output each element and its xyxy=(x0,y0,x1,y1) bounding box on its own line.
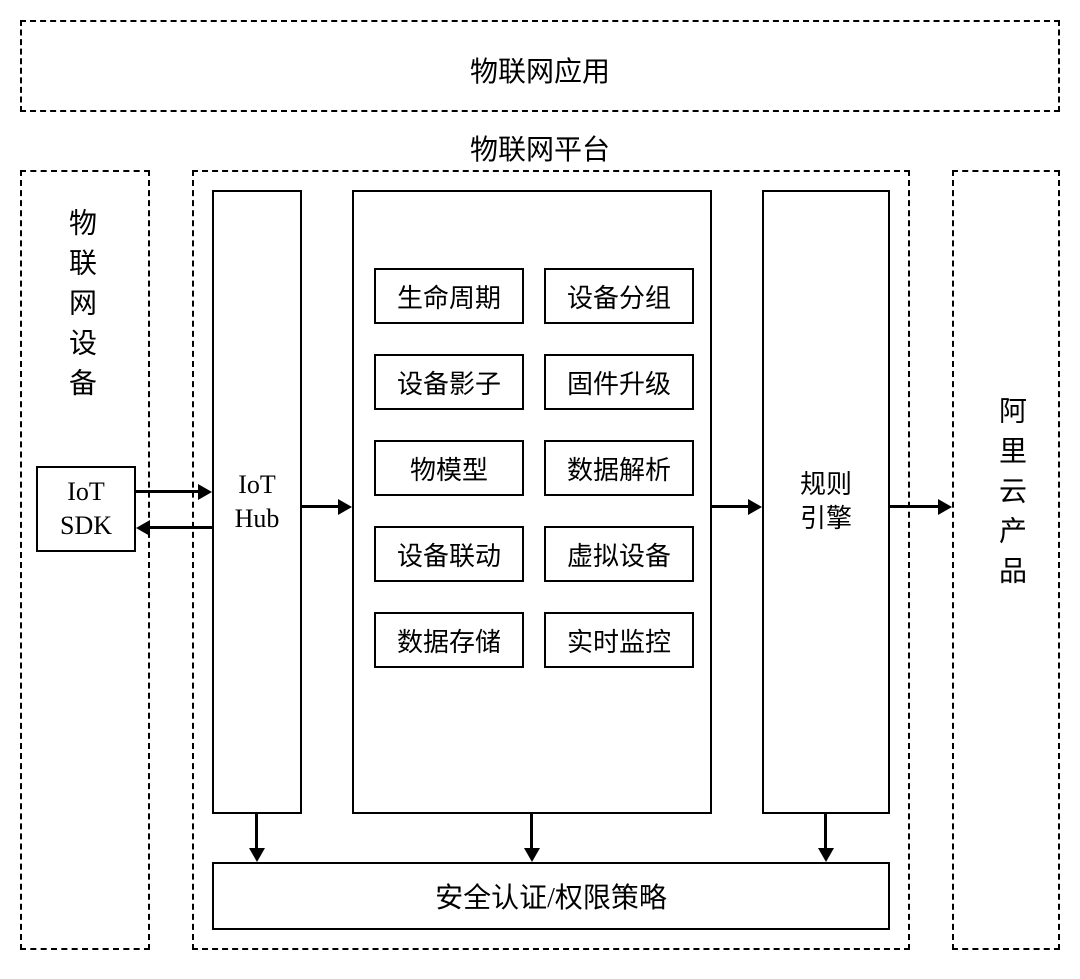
arrow-sdk-to-hub xyxy=(136,490,198,493)
arrow-sdk-to-hub-head xyxy=(198,484,212,500)
iot-hub-box: IoT Hub xyxy=(212,190,302,814)
arrow-hub-to-features xyxy=(302,505,338,508)
feature-cell: 固件升级 xyxy=(544,354,694,410)
rules-engine-box: 规则 引擎 xyxy=(762,190,890,814)
arrow-rules-to-aliyun-head xyxy=(938,499,952,515)
iot-sdk-line1: IoT xyxy=(67,475,105,509)
arrow-rules-to-aliyun xyxy=(890,505,938,508)
feature-cell: 实时监控 xyxy=(544,612,694,668)
feature-cell: 数据解析 xyxy=(544,440,694,496)
arrow-hub-down xyxy=(255,814,258,848)
rules-engine-line2: 引擎 xyxy=(800,502,852,536)
arrow-features-down-head xyxy=(524,848,540,862)
arrow-hub-down-head xyxy=(249,848,265,862)
arrow-hub-to-sdk-head xyxy=(136,520,150,536)
arrow-hub-to-sdk xyxy=(150,526,212,529)
security-label: 安全认证/权限策略 xyxy=(435,876,667,916)
iot-application-label: 物联网应用 xyxy=(22,50,1058,90)
feature-cell: 设备分组 xyxy=(544,268,694,324)
iot-application-box: 物联网应用 xyxy=(20,20,1060,112)
arrow-rules-down xyxy=(824,814,827,848)
feature-cell: 数据存储 xyxy=(374,612,524,668)
rules-engine-line1: 规则 xyxy=(800,468,852,502)
features-container: 生命周期设备分组设备影子固件升级物模型数据解析设备联动虚拟设备数据存储实时监控 xyxy=(352,190,712,814)
iot-sdk-box: IoT SDK xyxy=(36,466,136,552)
platform-title: 物联网平台 xyxy=(0,128,1080,168)
feature-cell: 设备影子 xyxy=(374,354,524,410)
feature-cell: 物模型 xyxy=(374,440,524,496)
iot-device-title: 物联网设备 xyxy=(60,208,100,408)
iot-hub-line1: IoT xyxy=(238,468,276,502)
arrow-hub-to-features-head xyxy=(338,499,352,515)
iot-hub-line2: Hub xyxy=(235,502,280,536)
feature-cell: 生命周期 xyxy=(374,268,524,324)
arrow-features-down xyxy=(530,814,533,848)
iot-sdk-line2: SDK xyxy=(60,509,112,543)
arrow-features-to-rules xyxy=(712,505,748,508)
aliyun-products-title: 阿里云产品 xyxy=(990,396,1030,596)
feature-cell: 设备联动 xyxy=(374,526,524,582)
feature-cell: 虚拟设备 xyxy=(544,526,694,582)
security-box: 安全认证/权限策略 xyxy=(212,862,890,930)
arrow-features-to-rules-head xyxy=(748,499,762,515)
arrow-rules-down-head xyxy=(818,848,834,862)
